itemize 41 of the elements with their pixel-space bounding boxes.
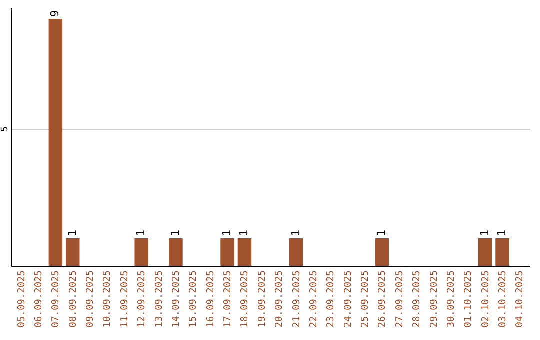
data-label: 1 (220, 230, 234, 237)
x-tick-label: 07.09.2025 (50, 270, 62, 328)
x-tick-label: 14.09.2025 (170, 270, 182, 328)
data-label: 1 (168, 230, 182, 237)
x-tick-label: 13.09.2025 (154, 270, 165, 328)
x-tick-label: 30.09.2025 (446, 270, 457, 328)
data-label: 1 (238, 230, 251, 237)
data-label: 1 (496, 230, 509, 237)
x-tick-label: 19.09.2025 (256, 270, 268, 328)
x-tick-label: 06.09.2025 (33, 270, 44, 328)
x-tick-label: 08.09.2025 (68, 270, 79, 328)
x-tick-label: 25.09.2025 (360, 270, 372, 328)
x-tick-label: 05.09.2025 (16, 270, 28, 328)
x-tick-label: 09.09.2025 (85, 270, 96, 328)
x-tick-label: 11.09.2025 (119, 270, 130, 328)
x-tick-label: 12.09.2025 (136, 270, 148, 328)
data-label: 9 (48, 10, 62, 17)
x-tick-label: 15.09.2025 (188, 270, 200, 328)
x-tick-label: 22.09.2025 (308, 270, 320, 328)
data-label: 1 (375, 230, 388, 237)
x-tick-label: 26.09.2025 (377, 270, 388, 328)
data-label: 1 (66, 230, 79, 237)
x-tick-label: 04.10.2025 (514, 270, 526, 328)
data-label: 1 (134, 230, 148, 237)
y-tick-label: 5 (0, 126, 10, 132)
x-tick-label: 10.09.2025 (102, 270, 114, 328)
x-tick-label: 01.10.2025 (463, 270, 474, 328)
x-tick-label: 20.09.2025 (274, 270, 286, 328)
x-tick-label: 29.09.2025 (428, 270, 440, 328)
x-tick-label: 24.09.2025 (342, 270, 354, 328)
x-tick-label: 03.10.2025 (498, 270, 509, 328)
x-tick-label: 18.09.2025 (240, 270, 251, 328)
x-tick-label: 23.09.2025 (326, 270, 337, 328)
x-tick-label: 27.09.2025 (394, 270, 406, 328)
x-tick-label: 28.09.2025 (412, 270, 423, 328)
x-tick-label: 21.09.2025 (291, 270, 302, 328)
x-tick-label: 02.10.2025 (480, 270, 492, 328)
data-label: 1 (289, 230, 302, 237)
x-tick-label: 16.09.2025 (205, 270, 216, 328)
x-tick-label: 17.09.2025 (222, 270, 234, 328)
data-label: 1 (478, 230, 492, 237)
